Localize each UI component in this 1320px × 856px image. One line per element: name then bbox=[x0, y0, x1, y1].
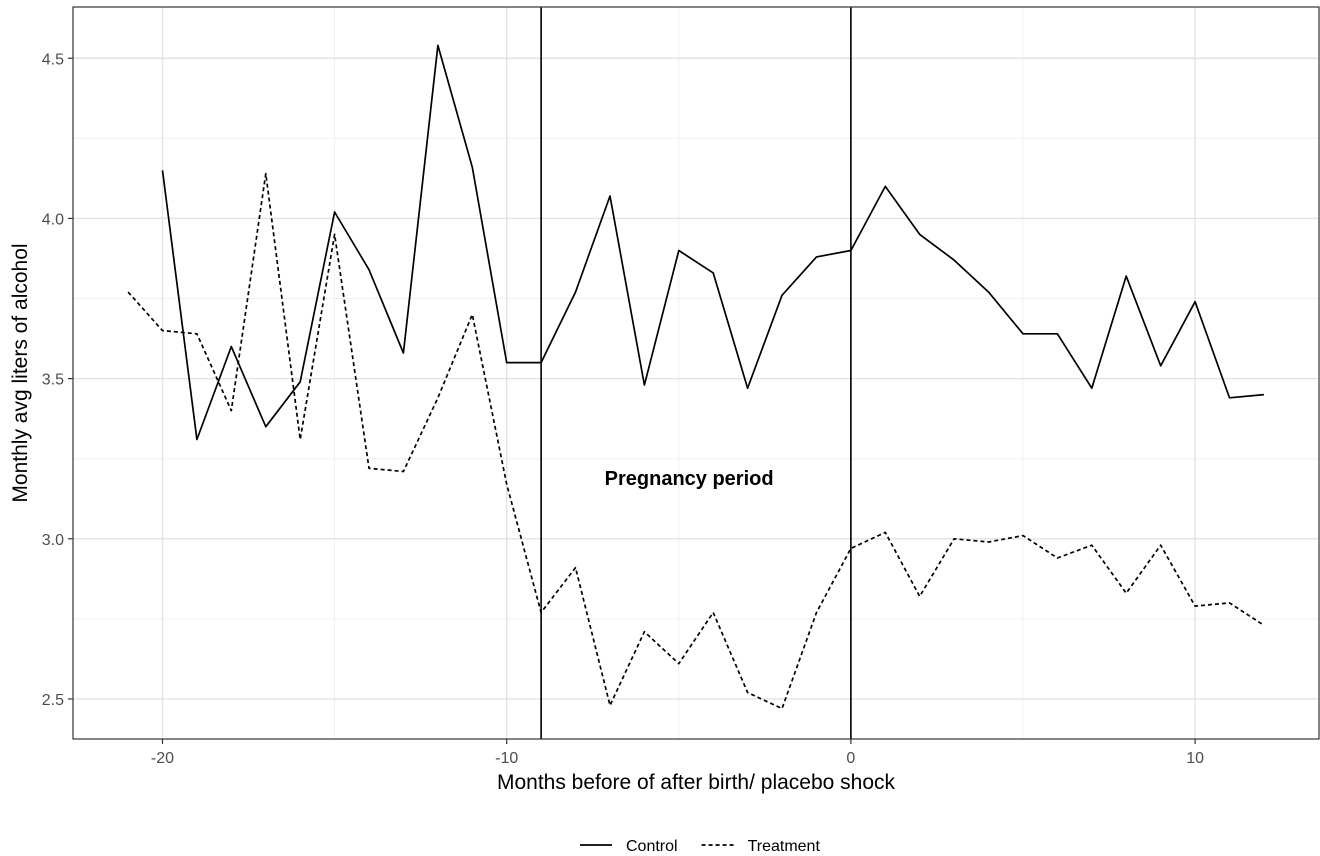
panel-background bbox=[73, 7, 1319, 739]
pregnancy-period-label: Pregnancy period bbox=[605, 468, 774, 490]
x-tick-label: -20 bbox=[151, 750, 174, 767]
x-axis-title: Months before of after birth/ placebo sh… bbox=[497, 771, 896, 794]
period-markers bbox=[540, 7, 852, 739]
x-tick-label: 0 bbox=[846, 750, 855, 767]
legend-label-control: Control bbox=[626, 838, 678, 855]
x-tick-label: 10 bbox=[1186, 750, 1204, 767]
y-tick-label: 3.0 bbox=[42, 532, 64, 549]
y-axis-ticks: 2.5 3.0 3.5 4.0 4.5 bbox=[42, 51, 73, 709]
y-axis-title: Monthly avg liters of alcohol bbox=[9, 243, 32, 502]
x-axis-ticks: -20 -10 0 10 bbox=[151, 739, 1204, 767]
legend: Control Treatment bbox=[580, 838, 820, 855]
series-lines bbox=[127, 44, 1265, 710]
y-tick-label: 4.0 bbox=[42, 211, 64, 228]
series-line-control bbox=[161, 44, 1264, 441]
y-tick-label: 4.5 bbox=[42, 51, 64, 68]
y-tick-label: 2.5 bbox=[42, 692, 64, 709]
legend-label-treatment: Treatment bbox=[748, 838, 821, 855]
x-tick-label: -10 bbox=[495, 750, 518, 767]
panel-border bbox=[72, 6, 1320, 740]
minor-gridlines bbox=[73, 7, 1319, 739]
y-tick-label: 3.5 bbox=[42, 372, 64, 389]
